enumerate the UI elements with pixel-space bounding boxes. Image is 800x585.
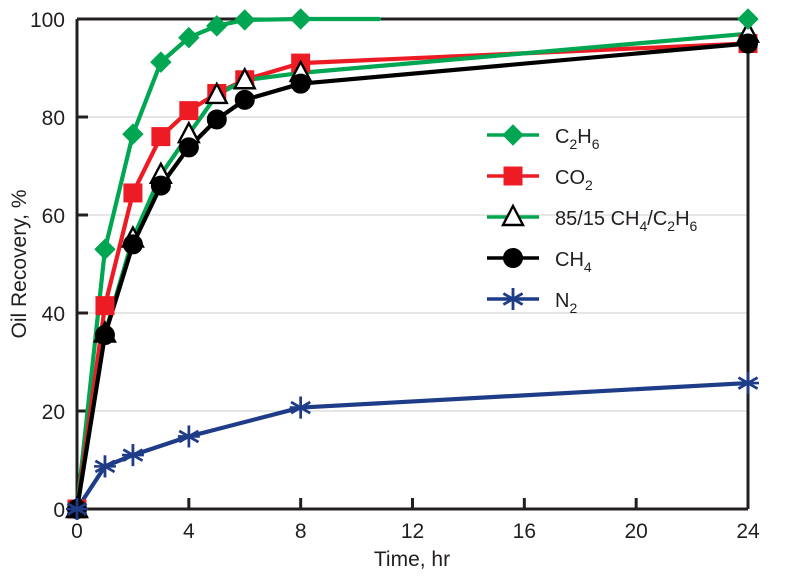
legend-label-CO2: CO2​	[555, 167, 593, 193]
marker-CH4	[150, 175, 171, 196]
marker-C2H6	[94, 238, 116, 261]
legend-marker-CO2	[503, 166, 523, 186]
marker-CH4	[94, 325, 115, 346]
legend-label-85/15 CH4/C2H6: 85/15 CH4​/C2​H6​	[555, 208, 698, 234]
x-tick-label: 20	[624, 520, 647, 543]
y-tick-label: 0	[53, 499, 65, 522]
x-axis-title: Time, hr	[374, 548, 450, 571]
series-lines	[74, 16, 751, 512]
marker-C2H6	[122, 123, 144, 145]
marker-N2	[737, 372, 759, 395]
series-markers	[65, 8, 760, 520]
legend-entry-C2H6: C2​H6​	[487, 124, 600, 152]
series-line-85/15 CH4/C2H6	[74, 31, 751, 512]
y-axis-title: Oil Recovery, %	[8, 190, 31, 339]
y-tick-label: 40	[42, 303, 65, 326]
x-tick-label: 12	[401, 520, 424, 543]
marker-CO2	[179, 101, 199, 121]
legend-label-CH4: CH4​	[555, 249, 592, 275]
y-tick-label: 60	[42, 205, 65, 228]
legend-marker-85/15 CH4/C2H6	[501, 203, 525, 227]
x-tick-label: 4	[183, 520, 195, 543]
marker-N2	[177, 425, 200, 448]
y-tick-labels: 0 20 40 60 80 100	[30, 9, 65, 522]
marker-N2	[93, 455, 116, 478]
x-tick-label: 8	[295, 520, 307, 543]
series-line-C2H6	[74, 16, 382, 512]
chart-legend: C2​H6​ CO2​ 85/15 CH4​/C2​H6​ CH4​ N2​	[487, 124, 698, 316]
marker-CH4	[122, 234, 143, 255]
marker-CO2	[123, 183, 143, 203]
series-line-N2	[74, 380, 751, 512]
x-tick-label: 0	[71, 520, 83, 543]
marker-CH4	[234, 89, 255, 110]
y-tick-label: 20	[42, 401, 65, 424]
marker-CO2	[95, 296, 115, 316]
marker-C2H6	[150, 51, 172, 73]
x-axis-ticks	[75, 498, 750, 509]
marker-CH4	[290, 73, 311, 94]
legend-marker-C2H6	[502, 124, 524, 146]
marker-N2	[289, 396, 312, 419]
legend-entry-85/15 CH4/C2H6: 85/15 CH4​/C2​H6​	[487, 203, 698, 234]
marker-C2H6	[206, 15, 228, 37]
legend-entry-N2: N2​	[487, 288, 577, 316]
legend-label-N2: N2​	[555, 290, 577, 316]
x-tick-label: 16	[513, 520, 536, 543]
marker-C2H6	[234, 9, 256, 31]
legend-marker-N2	[502, 288, 524, 310]
marker-CH4	[178, 137, 199, 158]
marker-C2H6	[737, 8, 759, 30]
marker-C2H6	[178, 26, 200, 49]
legend-entry-CH4: CH4​	[487, 248, 592, 275]
plot-frame	[75, 17, 750, 511]
x-tick-labels: 0 4 8 12 16 20 24	[71, 520, 760, 543]
marker-N2	[121, 444, 144, 467]
legend-label-C2H6: C2​H6​	[555, 126, 600, 152]
marker-CH4	[738, 33, 758, 54]
marker-C2H6	[289, 8, 312, 30]
x-tick-label: 24	[736, 520, 760, 543]
marker-CO2	[151, 127, 171, 147]
marker-85/15 CH4/C2H6	[232, 66, 257, 90]
y-tick-label: 80	[42, 107, 65, 130]
marker-N2	[66, 498, 88, 520]
legend-marker-CH4	[503, 248, 523, 268]
y-tick-label: 100	[30, 9, 65, 32]
marker-CH4	[206, 109, 227, 130]
legend-entry-CO2: CO2​	[487, 166, 593, 193]
marker-85/15 CH4/C2H6	[204, 81, 229, 105]
